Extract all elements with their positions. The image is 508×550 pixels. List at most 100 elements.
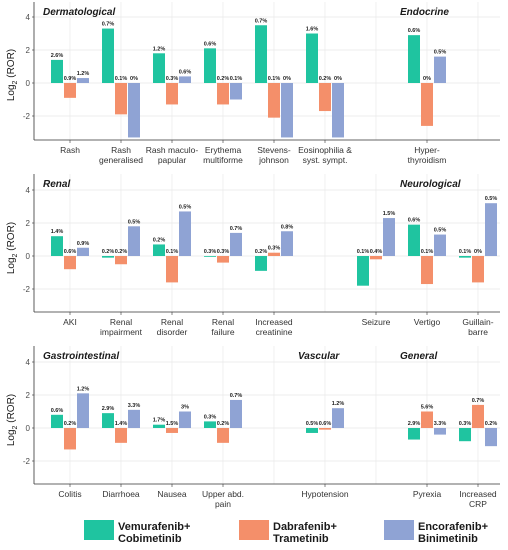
data-label: 3.3% (434, 421, 447, 427)
y-tick-label: 0 (26, 424, 31, 433)
y-tick-label: 4 (26, 358, 31, 367)
y-tick-label: -2 (23, 285, 31, 294)
x-tick-label: Guillain- (462, 317, 493, 327)
data-label: 0.5% (485, 196, 498, 202)
legend-label: Vemurafenib+ (118, 521, 190, 533)
bar-series-3 (179, 76, 191, 83)
data-label: 0.6% (408, 218, 421, 224)
bar-series-1 (51, 236, 63, 256)
data-label: 0.5% (306, 421, 319, 427)
y-tick-label: 2 (26, 391, 31, 400)
bar-series-2 (421, 83, 433, 126)
legend-swatch (84, 520, 114, 540)
x-tick-label: Pyrexia (413, 489, 442, 499)
data-label: 0.5% (128, 219, 141, 225)
group-title-neurological: Neurological (400, 179, 461, 190)
category-upper-abd-pain: 0.3%0.2% 0.7% Upper abd.pain (202, 393, 244, 509)
x-tick-label: Upper abd. (202, 489, 244, 499)
data-label: 3% (181, 405, 189, 411)
bar-series-2 (421, 411, 433, 428)
data-label: 0.5% (434, 50, 447, 56)
data-label: 0.6% (319, 421, 332, 427)
data-label: 1.2% (153, 46, 166, 52)
bar-series-1 (51, 414, 63, 428)
data-label: 0.3% (204, 249, 217, 255)
x-tick-label: Seizure (362, 317, 391, 327)
x-tick-label: thyroidism (408, 155, 447, 165)
x-tick-label: Stevens- (257, 145, 291, 155)
bar-series-2 (217, 428, 229, 443)
data-label: 0.2% (153, 237, 166, 243)
bar-series-3 (434, 234, 446, 256)
data-label: 0.6% (64, 249, 77, 255)
category-hypotension: 0.5% 0.6% 1.2% Hypotension (301, 401, 349, 499)
data-label: 1.4% (115, 421, 128, 427)
category-hyper-thyroidism: 0.6% 0% 0.5% Hyper-thyroidism (408, 28, 447, 165)
y-axis-label-part: Log (6, 429, 17, 446)
data-label: 0% (130, 76, 138, 82)
group-title-general: General (400, 351, 437, 362)
x-tick-label: pain (215, 499, 231, 509)
bar-series-2 (472, 256, 484, 283)
bar-series-2 (64, 428, 76, 450)
bar-series-2 (421, 256, 433, 285)
data-label: 0.6% (179, 69, 192, 75)
bar-series-3 (383, 218, 395, 256)
bar-series-1 (408, 428, 420, 440)
bar-series-2 (166, 256, 178, 283)
y-axis-label: Log2 (ROR) (6, 49, 19, 101)
bar-series-1 (204, 256, 216, 257)
data-label: 0.6% (408, 28, 421, 34)
data-label: 0.3% (268, 246, 281, 252)
bar-series-2 (217, 83, 229, 105)
data-label: 0.1% (230, 76, 243, 82)
bar-series-2 (217, 256, 229, 263)
data-label: 2.6% (51, 53, 64, 59)
legend-label: Dabrafenib+ (273, 521, 337, 533)
x-tick-label: AKI (63, 317, 77, 327)
bar-series-1 (204, 48, 216, 83)
data-label: 1.7% (153, 418, 166, 424)
data-label: 0.2% (102, 249, 115, 255)
legend-label: Cobimetinib (118, 533, 182, 545)
data-label: 5.6% (421, 405, 434, 411)
bar-series-1 (459, 428, 471, 442)
x-tick-label: disorder (157, 327, 188, 337)
x-tick-label: Increased (255, 317, 293, 327)
y-tick-label: 2 (26, 219, 31, 228)
data-label: 1.2% (77, 386, 90, 392)
bar-series-2 (268, 83, 280, 118)
data-label: 0.2% (115, 249, 128, 255)
group-title-renal: Renal (43, 179, 70, 190)
data-label: 0.2% (217, 421, 230, 427)
data-label: 0.2% (217, 76, 230, 82)
bar-series-3 (77, 247, 89, 256)
bar-series-3 (230, 232, 242, 256)
data-label: 0.2% (255, 249, 268, 255)
x-tick-label: barre (468, 327, 488, 337)
bar-series-1 (408, 224, 420, 256)
y-axis-label: Log2 (ROR) (6, 222, 19, 274)
x-tick-label: impairment (100, 327, 143, 337)
bar-series-1 (255, 25, 267, 83)
bar-series-3 (230, 399, 242, 428)
x-tick-label: Renal (110, 317, 132, 327)
bar-series-3 (77, 393, 89, 428)
bar-series-2 (319, 428, 331, 430)
data-label: 0.1% (166, 249, 179, 255)
bar-series-3 (434, 428, 446, 435)
data-label: 0.7% (230, 226, 243, 232)
data-label: 2.9% (102, 406, 115, 412)
bar-series-1 (204, 421, 216, 428)
data-label: 0% (334, 76, 342, 82)
data-label: 0.1% (357, 249, 370, 255)
bar-series-1 (306, 428, 318, 433)
x-tick-label: Rash (60, 145, 80, 155)
data-label: 3.3% (128, 403, 141, 409)
x-tick-label: multiforme (203, 155, 243, 165)
bar-series-2 (115, 83, 127, 115)
category-nausea: 1.7%1.5% 3% Nausea (153, 405, 191, 499)
data-label: 0.1% (421, 249, 434, 255)
